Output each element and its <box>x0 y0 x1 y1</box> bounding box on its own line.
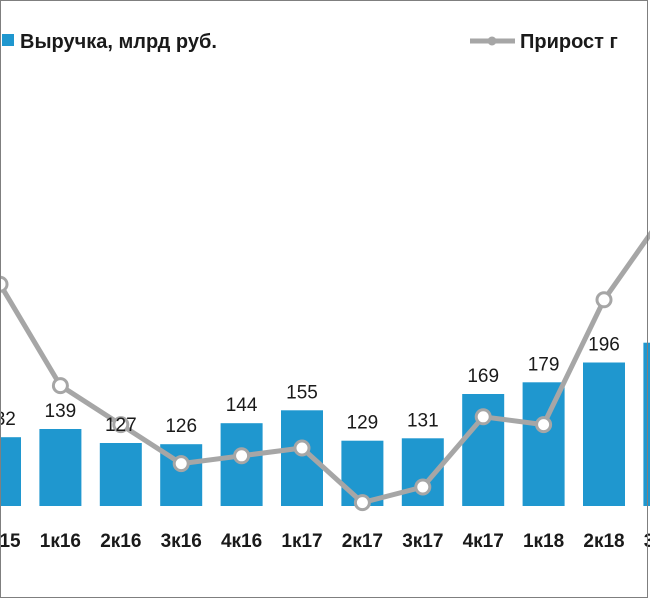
revenue-bar <box>643 342 650 506</box>
x-axis-ticks: 4к15 1к16 2к16 3к16 4к16 1к17 2к17 3к17 4к17 1к18… <box>0 531 650 552</box>
x-tick-label: 4к16 <box>221 531 262 552</box>
line-layer <box>0 230 650 512</box>
growth-point <box>474 408 492 426</box>
revenue-bar <box>583 362 625 506</box>
x-tick-label: 1к16 <box>40 531 81 552</box>
growth-point <box>112 416 130 434</box>
bar-value-label: 179 <box>528 354 560 375</box>
x-tick-label: 2к18 <box>583 531 624 552</box>
growth-point <box>172 455 190 473</box>
revenue-bar <box>39 429 82 506</box>
growth-line <box>0 230 650 506</box>
growth-point <box>293 439 311 457</box>
revenue-bar <box>522 382 565 506</box>
x-tick-label: 1к17 <box>281 531 322 552</box>
legend-line-marker <box>487 36 497 46</box>
growth-point <box>595 291 613 309</box>
bars-layer <box>0 342 650 506</box>
x-tick-label: 1к18 <box>523 531 564 552</box>
x-tick-label: 2к16 <box>100 531 141 552</box>
growth-point <box>535 416 553 434</box>
revenue-bar <box>220 423 263 506</box>
x-tick-label: 4к17 <box>463 531 504 552</box>
growth-point <box>353 494 371 512</box>
legend-bar-label: Выручка, млрд руб. <box>20 31 217 53</box>
bar-value-label: 144 <box>226 395 258 416</box>
x-tick-label: 2к17 <box>342 531 383 552</box>
bar-value-label: 129 <box>347 413 379 434</box>
revenue-bar <box>0 437 21 506</box>
bar-value-label: 196 <box>588 335 620 356</box>
x-tick-label: 3к17 <box>402 531 443 552</box>
bar-value-label: 131 <box>407 410 439 431</box>
bar-value-label: 132 <box>0 409 16 430</box>
bar-value-label: 127 <box>105 415 137 436</box>
bar-value-label: 139 <box>45 401 77 422</box>
labels-layer: 1321391271261441551291311691791962 <box>0 335 620 438</box>
legend: Выручка, млрд руб. Прирост г <box>2 31 618 53</box>
legend-line-label: Прирост г <box>520 31 618 53</box>
growth-point <box>0 275 9 293</box>
revenue-bar <box>99 443 142 506</box>
x-tick-label: 3к18 <box>644 531 650 552</box>
growth-point <box>51 377 69 395</box>
bar-value-label: 126 <box>165 416 197 437</box>
x-tick-label: 3к16 <box>161 531 202 552</box>
growth-point <box>233 447 251 465</box>
growth-point <box>414 478 432 496</box>
bar-value-label: 169 <box>467 366 499 387</box>
x-tick-label: 4к15 <box>0 531 21 552</box>
legend-bar-swatch <box>2 34 14 46</box>
bar-value-label: 155 <box>286 382 318 403</box>
